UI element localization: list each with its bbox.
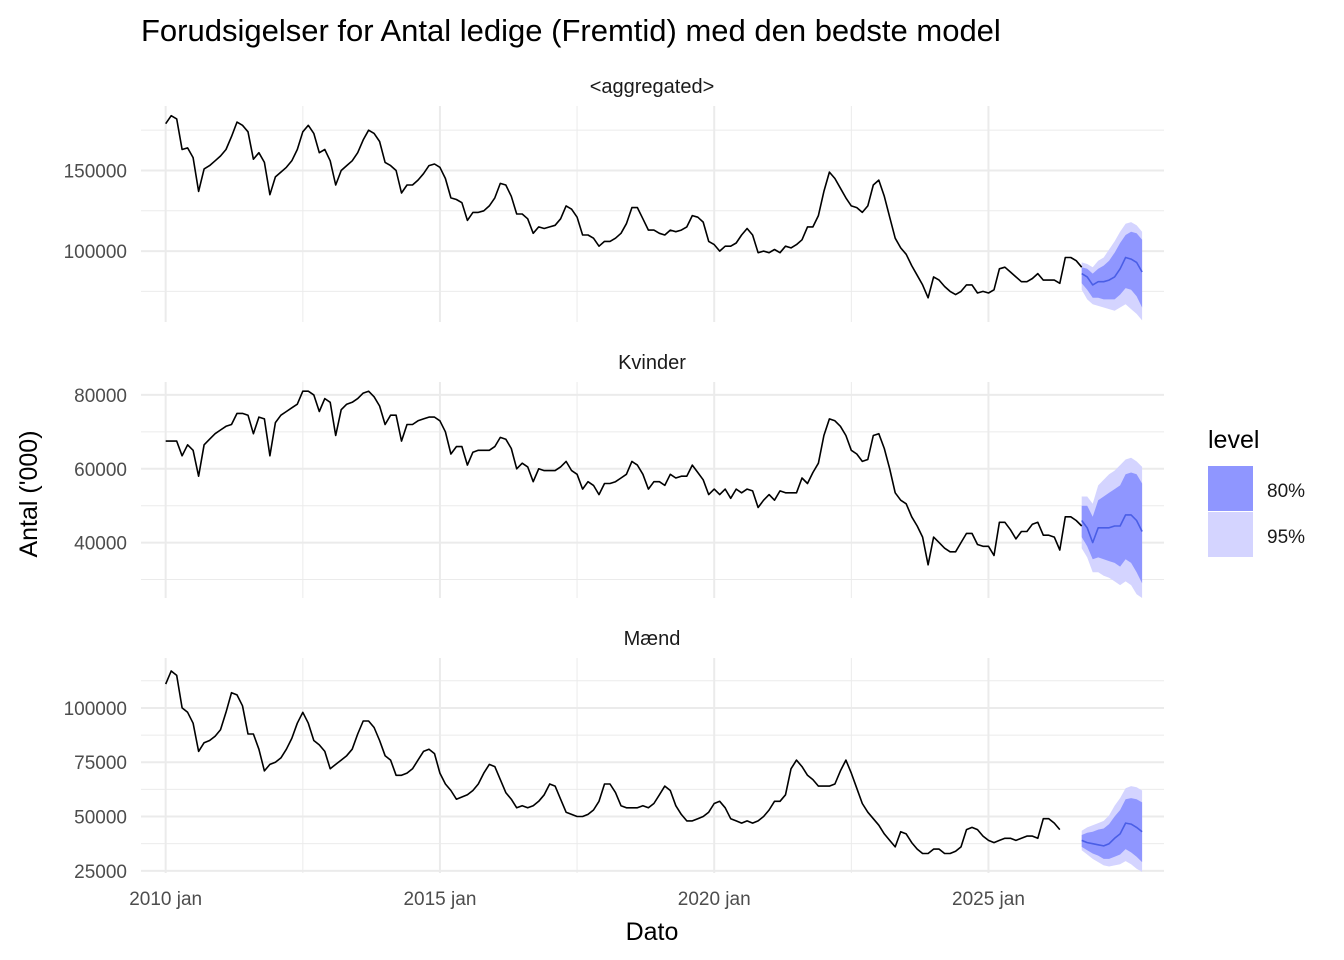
legend-label-80: 80% — [1267, 481, 1305, 502]
y-axis-label: Antal ('000) — [15, 430, 43, 557]
forecast-line — [1081, 822, 1143, 847]
band-80 — [1081, 472, 1143, 584]
y-axis: 40000 60000 80000 — [74, 386, 127, 555]
y-tick-label: 80000 — [74, 386, 127, 407]
series-lines — [165, 114, 1143, 299]
legend-key-95 — [1208, 512, 1253, 557]
x-tick-label: 2025 jan — [952, 889, 1025, 910]
y-tick-label: 100000 — [64, 699, 127, 720]
observed-line — [164, 670, 1061, 855]
forecast-line — [1081, 256, 1143, 286]
panel-kvinder: Kvinder 40000 60000 80000 — [74, 352, 1164, 598]
x-tick-label: 2015 jan — [403, 889, 476, 910]
y-tick-label: 75000 — [74, 753, 127, 774]
forecast-bands — [1081, 222, 1143, 321]
panel-grid — [141, 658, 1164, 873]
panel-grid — [141, 106, 1164, 322]
panel-label: Kvinder — [618, 352, 686, 374]
chart-title: Forudsigelser for Antal ledige (Fremtid)… — [141, 13, 1001, 48]
legend-label-95: 95% — [1267, 527, 1305, 548]
forecast-bands — [1081, 457, 1143, 598]
x-axis: 2010 jan 2015 jan 2020 jan 2025 jan — [129, 889, 1025, 910]
legend-title: level — [1208, 426, 1259, 454]
y-tick-label: 25000 — [74, 862, 127, 883]
y-axis: 25000 50000 75000 100000 — [64, 699, 127, 883]
legend-key-80 — [1208, 466, 1253, 511]
y-tick-label: 40000 — [74, 534, 127, 555]
y-tick-label: 60000 — [74, 460, 127, 481]
y-tick-label: 50000 — [74, 808, 127, 829]
observed-line — [165, 390, 1083, 566]
band-80 — [1081, 798, 1143, 863]
legend: level 80% 95% — [1208, 426, 1305, 557]
y-tick-label: 100000 — [64, 242, 127, 263]
y-tick-label: 150000 — [64, 161, 127, 182]
band-80 — [1081, 231, 1143, 308]
forecast-line — [1081, 514, 1143, 544]
panel-aggregated: <aggregated> 100000 150000 — [64, 76, 1164, 322]
x-axis-label: Dato — [626, 918, 679, 946]
y-axis: 100000 150000 — [64, 161, 127, 263]
panel-label: Mænd — [624, 628, 681, 650]
forecast-bands — [1081, 786, 1143, 872]
x-tick-label: 2020 jan — [678, 889, 751, 910]
panel-maend: Mænd 25000 50000 75000 100000 — [64, 628, 1164, 883]
panel-label: <aggregated> — [590, 76, 715, 98]
observed-line — [165, 114, 1083, 299]
series-lines — [165, 390, 1143, 566]
panel-grid — [141, 382, 1164, 598]
x-tick-label: 2010 jan — [129, 889, 202, 910]
series-lines — [164, 670, 1143, 855]
